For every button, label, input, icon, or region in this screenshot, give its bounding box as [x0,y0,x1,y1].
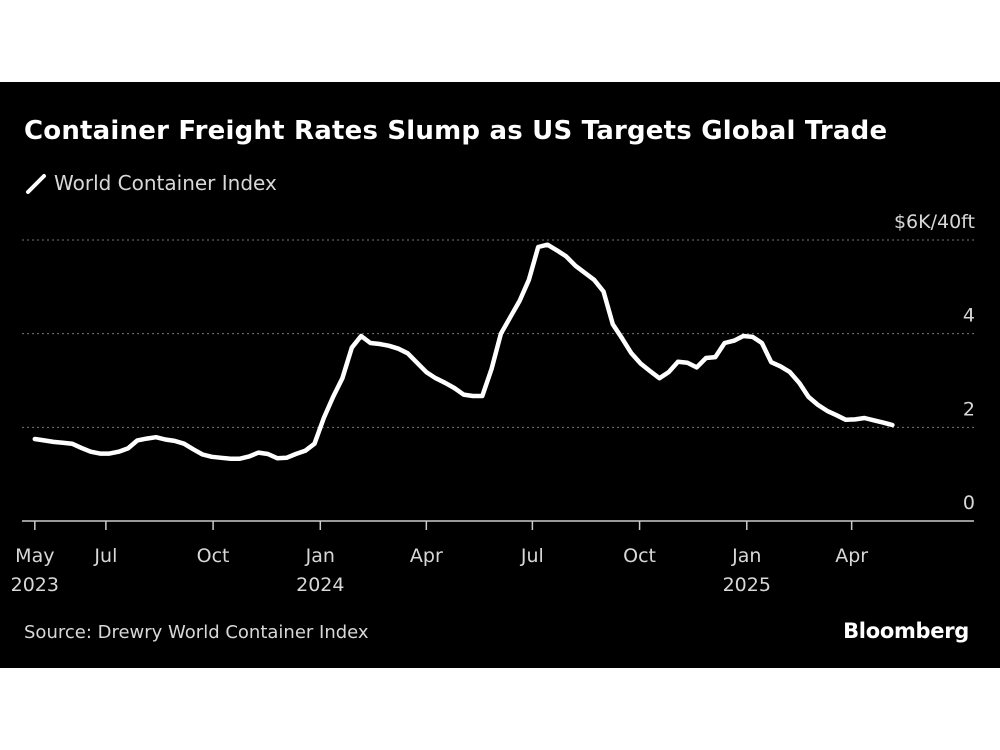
line-chart: 0 2 4 $6K/40ft May 2023 Jul Oct Jan 2024 Apr Jul Oct… [11,211,975,596]
chart-panel: Container Freight Rates Slump as US Targ… [0,82,1000,668]
x-tick-label: 2023 [11,574,59,596]
series-line-world-container-index [32,242,895,461]
x-tick-label: Apr [410,545,443,567]
x-tick-label: Jul [93,545,117,567]
legend-label: World Container Index [54,171,277,195]
x-tick-label: Jul [520,545,544,567]
legend-line-icon [26,174,46,194]
x-tick-label: 2025 [723,574,771,596]
y-tick-label: $6K/40ft [894,211,975,233]
y-tick-label: 0 [963,492,975,514]
x-tick-label: Oct [197,545,230,567]
bloomberg-logo: Bloomberg [843,619,969,643]
x-tick-label: May [15,545,54,567]
chart-title: Container Freight Rates Slump as US Targ… [24,116,888,146]
x-tick-label: 2024 [296,574,344,596]
x-tick-label: Jan [305,545,335,567]
x-tick-label: Jan [731,545,761,567]
chart-legend: World Container Index [24,170,277,196]
x-tick-label: Apr [835,545,868,567]
y-tick-label: 4 [963,305,975,327]
source-note: Source: Drewry World Container Index [24,622,369,643]
x-tick-label: Oct [623,545,656,567]
y-tick-label: 2 [963,398,975,420]
